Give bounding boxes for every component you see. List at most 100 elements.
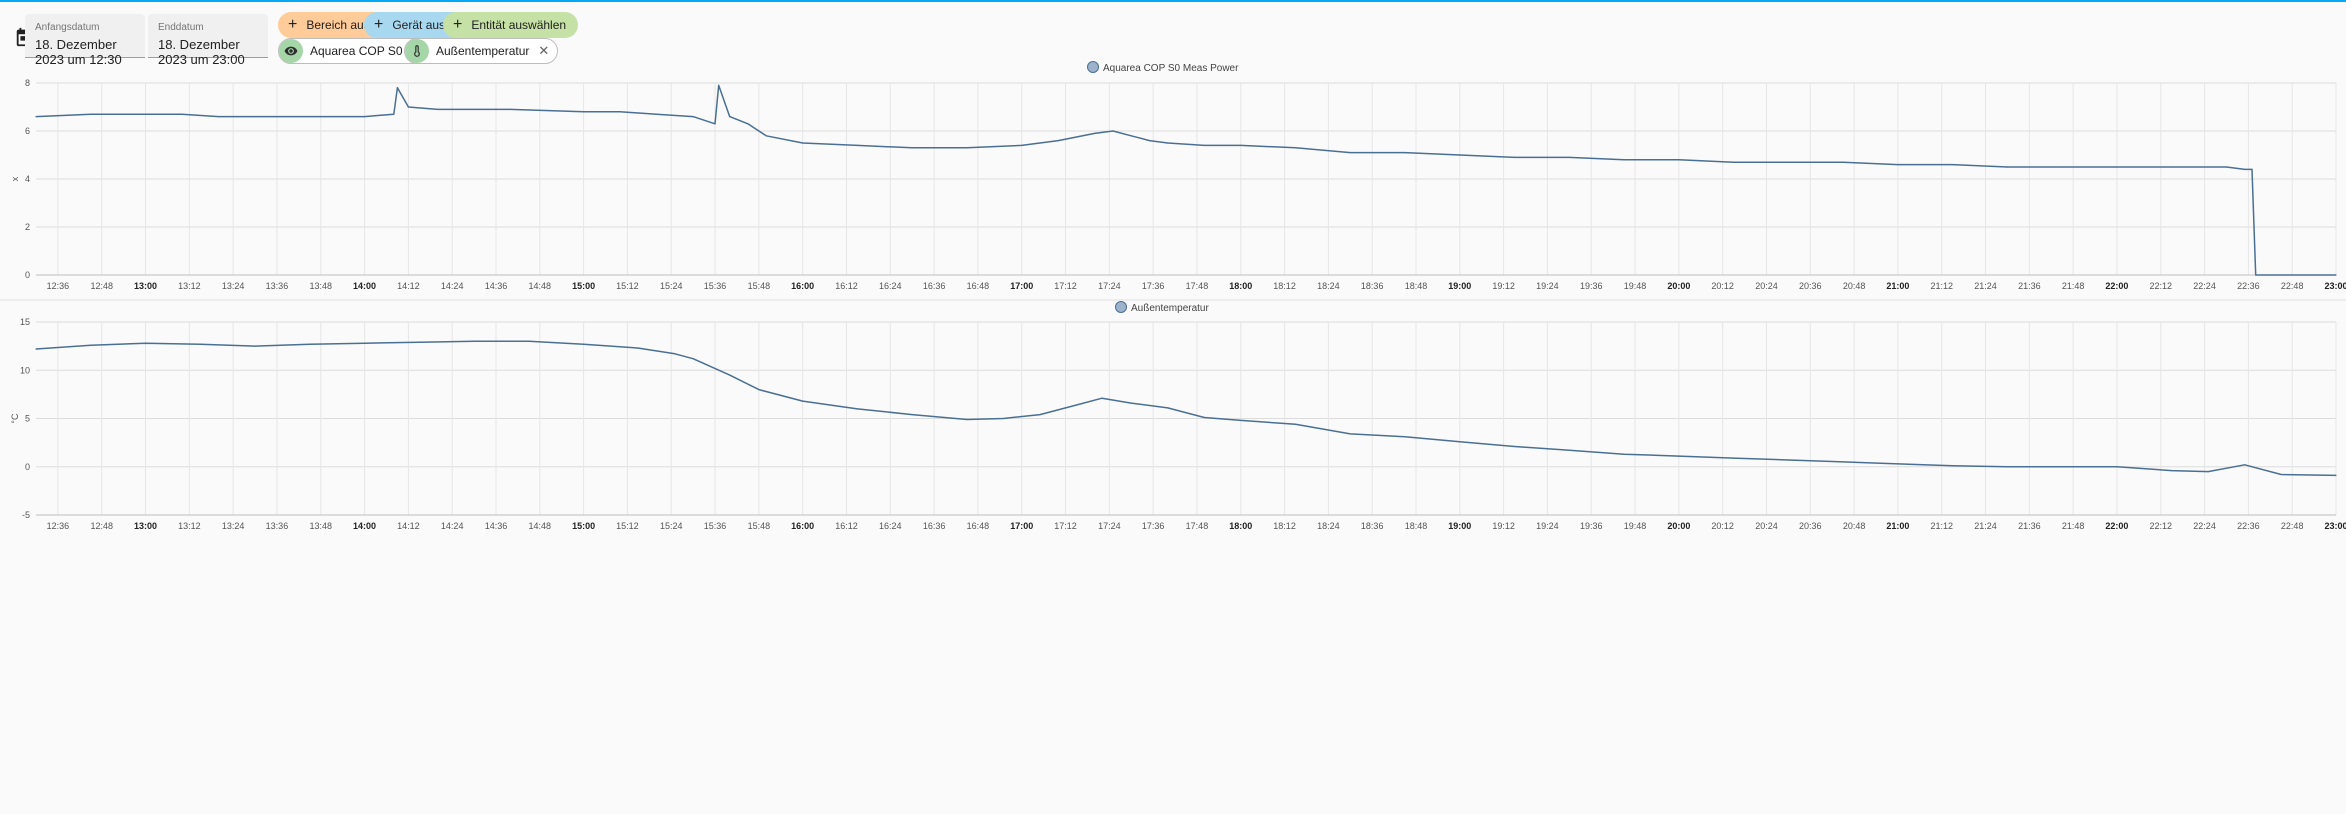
data-point — [1897, 463, 1899, 465]
x-tick-label: 15:00 — [572, 281, 595, 291]
data-point — [2280, 473, 2282, 476]
entity-chip-temperature[interactable]: Außentemperatur ✕ — [404, 38, 559, 64]
y-axis-label: °C — [10, 413, 20, 424]
x-tick-label: 13:48 — [309, 521, 332, 531]
start-date-field[interactable]: Anfangsdatum 18. Dezember 2023 um 12:30 — [25, 14, 145, 67]
x-tick-label: 14:36 — [485, 521, 508, 531]
x-tick-label: 16:00 — [791, 521, 814, 531]
data-point — [802, 142, 804, 144]
data-point — [407, 106, 409, 108]
data-point — [1513, 156, 1516, 158]
x-tick-label: 18:36 — [1361, 281, 1384, 291]
plus-icon: + — [453, 16, 463, 33]
data-point — [802, 400, 804, 402]
x-tick-label: 22:24 — [2193, 281, 2216, 291]
data-point — [583, 343, 585, 345]
x-tick-label: 12:48 — [90, 521, 113, 531]
y-axis-label: x — [10, 176, 20, 181]
data-point — [1148, 140, 1151, 142]
x-tick-label: 20:12 — [1711, 521, 1734, 531]
data-point — [199, 343, 201, 345]
x-tick-label: 13:00 — [134, 521, 157, 531]
x-tick-label: 16:00 — [791, 281, 814, 291]
data-point — [729, 374, 731, 376]
data-point — [1112, 130, 1114, 132]
x-tick-label: 15:48 — [748, 521, 771, 531]
data-point — [2171, 470, 2173, 472]
x-tick-label: 21:48 — [2062, 521, 2085, 531]
data-point — [1787, 161, 1789, 163]
data-point — [619, 111, 621, 113]
data-point — [528, 340, 530, 342]
entity-chip-temperature-label: Außentemperatur — [436, 44, 530, 58]
x-tick-label: 16:48 — [967, 281, 990, 291]
data-point — [1678, 455, 1680, 457]
data-point — [1459, 154, 1461, 156]
data-point — [1787, 459, 1789, 461]
x-tick-label: 20:36 — [1799, 281, 1822, 291]
data-point — [2006, 166, 2009, 168]
data-point — [1167, 407, 1169, 409]
end-date-label: Enddatum — [158, 22, 204, 33]
x-tick-label: 17:00 — [1010, 281, 1033, 291]
x-tick-label: 14:24 — [441, 521, 464, 531]
data-point — [2116, 466, 2118, 468]
x-tick-label: 16:12 — [835, 521, 858, 531]
data-point — [1294, 423, 1297, 425]
x-tick-label: 14:24 — [441, 281, 464, 291]
data-point — [363, 116, 366, 118]
data-point — [1057, 140, 1059, 142]
data-point — [1075, 404, 1078, 406]
y-tick-label: 15 — [20, 317, 30, 327]
data-point — [35, 116, 37, 118]
x-tick-label: 22:12 — [2149, 521, 2172, 531]
x-tick-label: 17:24 — [1098, 281, 1121, 291]
start-date-label: Anfangsdatum — [35, 22, 100, 33]
chart-1: 0 2 4 6 8 12:36 12:48 13:00 13:12 13:24 13:36 13:48… — [10, 61, 2346, 291]
legend-marker — [1115, 301, 1127, 313]
data-point — [856, 408, 859, 410]
select-entity-button[interactable]: + Entität auswählen — [443, 12, 579, 38]
series-line — [35, 340, 2337, 477]
close-icon[interactable]: ✕ — [538, 43, 550, 58]
data-point — [144, 342, 147, 344]
data-point — [1952, 465, 1954, 467]
x-tick-label: 19:24 — [1536, 521, 1559, 531]
legend-label: Aquarea COP S0 Meas Power — [1103, 63, 1239, 74]
x-tick-label: 16:12 — [835, 281, 858, 291]
data-point — [1094, 132, 1096, 134]
data-point — [35, 348, 37, 350]
x-tick-label: 15:12 — [616, 281, 639, 291]
end-date-field[interactable]: Enddatum 18. Dezember 2023 um 23:00 — [148, 14, 268, 67]
data-point — [510, 108, 512, 110]
data-point — [718, 84, 720, 86]
y-tick-label: 4 — [25, 174, 30, 184]
data-point — [1568, 449, 1570, 451]
x-tick-label: 22:48 — [2281, 281, 2304, 291]
x-tick-label: 18:48 — [1405, 281, 1428, 291]
data-point — [217, 116, 220, 118]
x-tick-label: 14:00 — [353, 521, 376, 531]
x-tick-label: 18:36 — [1361, 521, 1384, 531]
data-point — [1404, 436, 1406, 438]
x-tick-label: 19:36 — [1580, 281, 1603, 291]
data-point — [2255, 274, 2257, 276]
data-point — [714, 123, 716, 125]
x-tick-label: 13:12 — [178, 281, 201, 291]
x-tick-label: 22:48 — [2281, 521, 2304, 531]
data-point — [2171, 166, 2173, 168]
x-tick-label: 17:36 — [1142, 281, 1165, 291]
x-tick-label: 21:12 — [1930, 521, 1953, 531]
chart-2: -5 0 5 10 15 12:36 12:48 13:00 13:12 13:24 13:36 13… — [10, 301, 2346, 531]
data-point — [1897, 164, 1899, 166]
x-tick-label: 18:48 — [1405, 521, 1428, 531]
data-point — [90, 344, 92, 346]
data-point — [856, 144, 859, 146]
x-tick-label: 18:12 — [1273, 521, 1296, 531]
data-point — [758, 388, 760, 391]
x-tick-label: 22:36 — [2237, 281, 2260, 291]
data-point — [1240, 419, 1242, 422]
legend-marker — [1087, 61, 1099, 73]
x-tick-label: 19:36 — [1580, 521, 1603, 531]
